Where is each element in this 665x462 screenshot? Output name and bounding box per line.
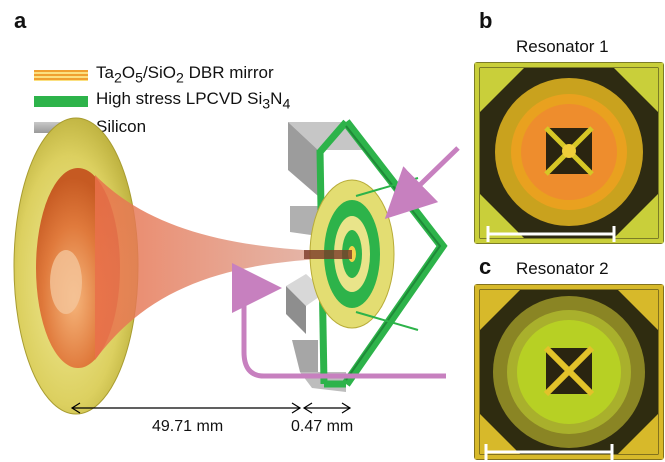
arrow-curved-to-frame — [232, 263, 446, 379]
legend-item-dbr: Ta2O5/SiO2 DBR mirror — [34, 62, 290, 88]
resonator-2-micrograph — [474, 284, 664, 460]
sin-swatch — [34, 95, 88, 107]
dimension-lines — [70, 402, 352, 414]
arrow-to-membrane — [384, 146, 460, 219]
panel-c-label: c — [479, 254, 492, 279]
optical-beam — [95, 175, 340, 360]
panel-b-label: b — [479, 8, 493, 33]
dbr-swatch — [34, 69, 88, 81]
legend-label-sin: High stress LPCVD Si3N4 — [96, 89, 291, 113]
legend-label-dbr: Ta2O5/SiO2 DBR mirror — [96, 63, 274, 87]
legend-item-sin: High stress LPCVD Si3N4 — [34, 88, 290, 114]
legend-label-silicon: Silicon — [96, 117, 147, 136]
resonator-1-micrograph — [474, 62, 664, 244]
resonator-2-title: Resonator 2 — [516, 259, 609, 278]
resonator-1-title: Resonator 1 — [516, 37, 609, 56]
panel-a-label: a — [14, 8, 27, 33]
pointer-arrows — [232, 146, 460, 379]
membrane-resonator — [304, 177, 419, 331]
mirror-distance-label: 49.71 mm — [152, 418, 224, 435]
gap-distance-label: 0.47 mm — [291, 418, 354, 435]
